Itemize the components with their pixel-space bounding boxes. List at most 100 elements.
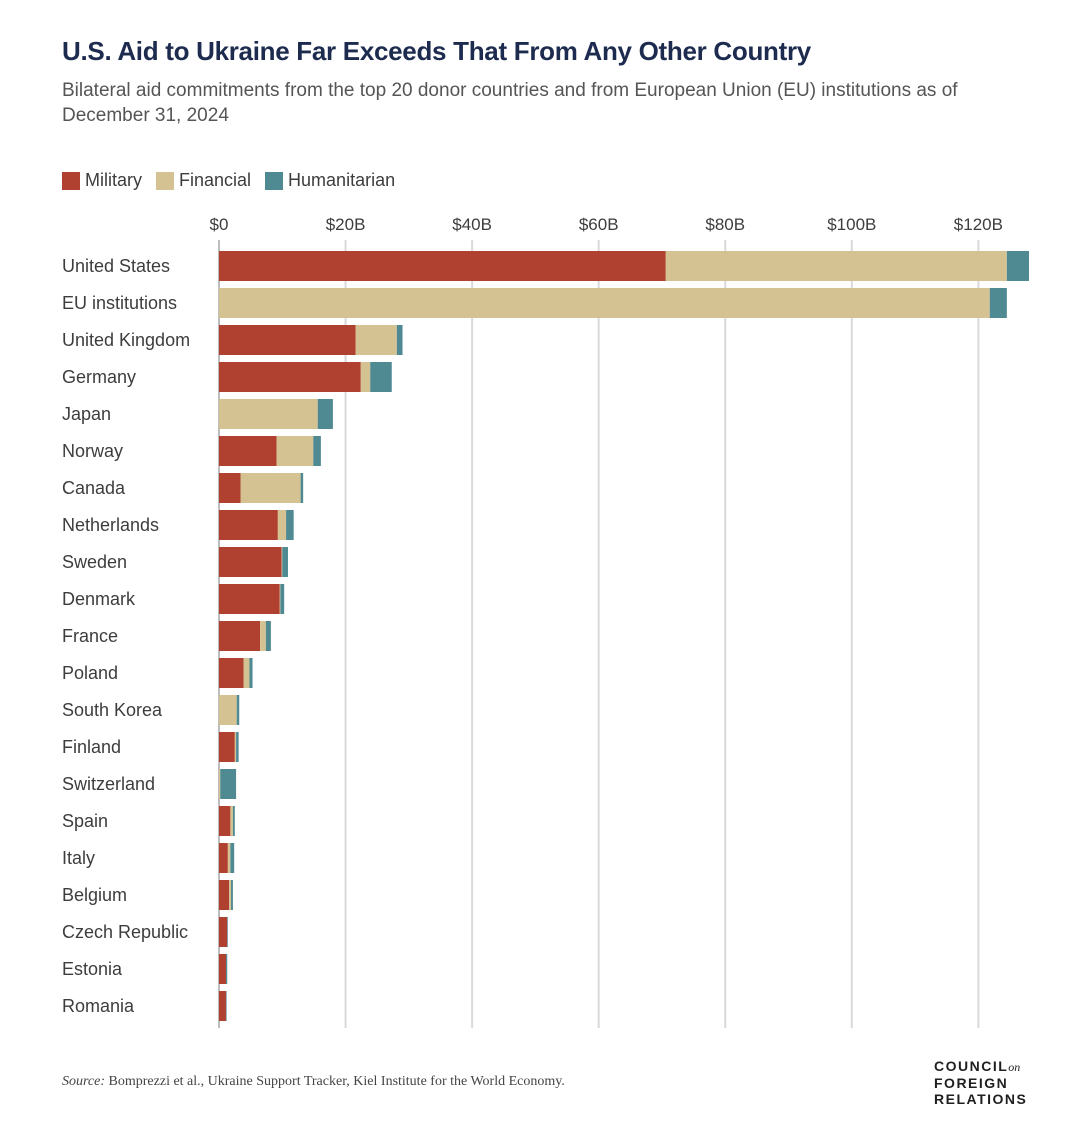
logo-on: on [1008,1060,1021,1074]
bar-segment-financial [276,436,314,466]
bar-segment-humanitarian [286,510,294,540]
category-label: Switzerland [62,774,155,794]
bar-segment-financial [277,510,287,540]
category-label: Denmark [62,589,136,609]
bar-segment-humanitarian [236,695,240,725]
bar-segment-humanitarian [317,399,333,429]
bar-segment-financial [219,769,221,799]
bar-segment-military [219,362,361,392]
bar-segment-financial [281,547,283,577]
logo-line-3: RELATIONS [934,1091,1028,1107]
category-label: Spain [62,811,108,831]
x-tick-label: $40B [452,215,492,234]
legend-label-military: Military [85,170,142,190]
bar-segment-humanitarian [396,325,403,355]
bar-segment-humanitarian [989,288,1007,318]
bar-segment-military [219,251,666,281]
bar-segment-humanitarian [232,806,235,836]
bar-segment-military [219,880,230,910]
bar-segment-military [219,954,226,984]
legend-label-financial: Financial [179,170,252,190]
category-label: United States [62,256,170,276]
x-tick-label: $100B [827,215,876,234]
legend-swatch-humanitarian [265,171,284,190]
category-label: Italy [62,848,95,868]
bar-segment-humanitarian [370,362,392,392]
bar-segment-military [219,547,282,577]
bar-segment-military [219,806,231,836]
x-tick-label: $0 [210,215,229,234]
x-tick-label: $20B [326,215,366,234]
bar-segment-financial [243,658,250,688]
category-label: Netherlands [62,515,159,535]
bar-segment-financial [355,325,397,355]
x-tick-label: $80B [705,215,745,234]
category-label: France [62,626,118,646]
logo-line-2: FOREIGN [934,1075,1009,1091]
legend-swatch-financial [156,171,174,190]
bar-segment-humanitarian [225,991,227,1021]
bar-segment-military [219,917,228,947]
legend-swatch-military [62,171,80,190]
x-tick-label: $60B [579,215,619,234]
category-label: EU institutions [62,293,177,313]
category-label: Norway [62,441,123,461]
bar-segment-humanitarian [236,732,239,762]
bar-segment-financial [230,806,233,836]
bar-segment-financial [234,732,237,762]
category-label: Estonia [62,959,123,979]
bar-segment-military [219,436,277,466]
category-label: Czech Republic [62,922,188,942]
bar-segment-humanitarian [280,584,285,614]
legend-item-military: Military [62,170,142,191]
bar-segment-financial [219,695,237,725]
bar-segment-humanitarian [1006,251,1029,281]
source-note: Source: Bomprezzi et al., Ukraine Suppor… [62,1074,565,1090]
bar-segment-humanitarian [220,769,237,799]
category-label: Poland [62,663,118,683]
chart-subtitle: Bilateral aid commitments from the top 2… [62,80,958,126]
source-label: Source: [62,1074,106,1089]
bar-segment-financial [219,399,318,429]
source-text: Bomprezzi et al., Ukraine Support Tracke… [108,1074,565,1089]
bar-segment-financial [360,362,371,392]
chart-title: U.S. Aid to Ukraine Far Exceeds That Fro… [62,36,811,66]
bar-segment-military [219,621,261,651]
bar-segment-financial [260,621,266,651]
bar-segment-humanitarian [227,917,228,947]
bar-chart: $0 $20B $40B $60B $80B $100B $120B United State… [62,215,1029,1028]
bar-segment-military [219,843,228,873]
category-label: Finland [62,737,121,757]
logo-line-1: COUNCIL [934,1058,1009,1074]
bar-segment-military [219,732,235,762]
bar-segment-financial [665,251,1007,281]
category-label: Japan [62,404,111,424]
bar-segment-humanitarian [231,880,233,910]
bar-segment-humanitarian [265,621,271,651]
legend-label-humanitarian: Humanitarian [288,170,396,190]
bar-segment-financial [279,584,281,614]
bar-segment-humanitarian [230,843,235,873]
bar-segment-military [219,325,356,355]
x-tick-label: $120B [954,215,1003,234]
category-label: Germany [62,367,136,387]
bar-segment-financial [227,843,231,873]
bar-segment-financial [219,288,990,318]
chart-legend: Military Financial Humanitarian [62,170,409,191]
category-label: Canada [62,478,126,498]
bar-segment-humanitarian [313,436,321,466]
bar-segment-military [219,658,244,688]
category-label: Sweden [62,552,127,572]
bar-segment-humanitarian [225,954,228,984]
category-label: United Kingdom [62,330,190,350]
cfr-logo: COUNCILon FOREIGN RELATIONS [934,1058,1027,1107]
bar-segment-humanitarian [249,658,253,688]
bar-segment-humanitarian [300,473,304,503]
bar-segment-financial [229,880,232,910]
category-label: Romania [62,996,135,1016]
bar-segment-financial [240,473,301,503]
bar-segment-military [219,991,226,1021]
category-label: Belgium [62,885,127,905]
legend-item-humanitarian: Humanitarian [265,170,395,191]
bar-segment-military [219,473,241,503]
